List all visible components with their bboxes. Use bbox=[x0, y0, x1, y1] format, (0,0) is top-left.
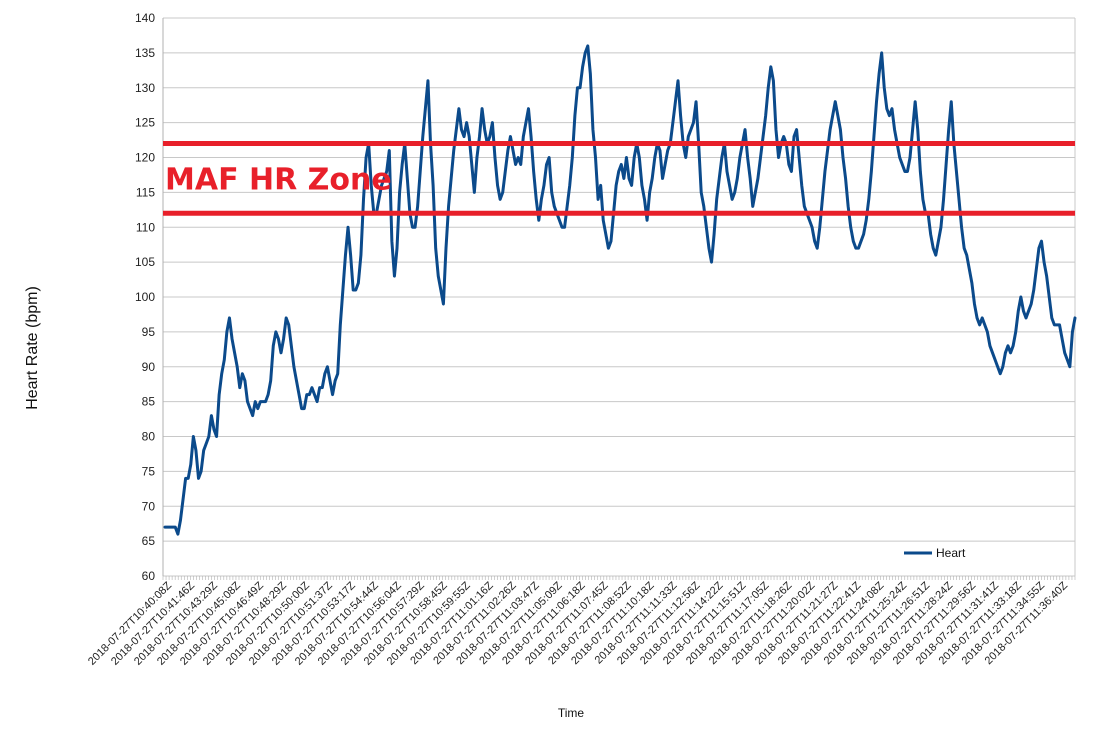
y-tick-label-110: 110 bbox=[136, 220, 155, 234]
legend-label-heart: Heart bbox=[936, 546, 966, 560]
y-tick-label-140: 140 bbox=[135, 11, 155, 25]
maf-zone-label: MAF HR Zone bbox=[165, 162, 392, 197]
y-tick-label-80: 80 bbox=[142, 430, 156, 444]
series-layer bbox=[163, 44, 1077, 536]
y-tick-label-135: 135 bbox=[135, 46, 155, 60]
y-tick-label-60: 60 bbox=[142, 569, 156, 583]
y-tick-label-105: 105 bbox=[135, 255, 155, 269]
y-tick-label-70: 70 bbox=[142, 499, 156, 513]
y-tick-label-115: 115 bbox=[136, 185, 155, 199]
annotation-layer: MAF HR Zone bbox=[163, 141, 1075, 216]
series-line-heart bbox=[163, 44, 1077, 536]
y-tick-labels: 60 65 70 75 80 85 90 95 100 105 110 115 120 125 130 135… bbox=[135, 11, 155, 583]
y-tick-label-85: 85 bbox=[142, 395, 156, 409]
legend: Heart bbox=[904, 546, 966, 560]
y-axis-label: Heart Rate (bpm) bbox=[24, 286, 41, 410]
y-tick-label-90: 90 bbox=[142, 360, 156, 374]
y-tick-label-65: 65 bbox=[142, 534, 156, 548]
y-tick-label-75: 75 bbox=[142, 464, 156, 478]
y-tick-label-95: 95 bbox=[142, 325, 156, 339]
y-tick-label-120: 120 bbox=[135, 151, 155, 165]
y-tick-label-100: 100 bbox=[135, 290, 155, 304]
y-tick-label-125: 125 bbox=[135, 116, 155, 130]
x-axis-label: Time bbox=[558, 706, 585, 720]
gridlines bbox=[162, 17, 1076, 580]
y-tick-label-130: 130 bbox=[135, 81, 155, 95]
